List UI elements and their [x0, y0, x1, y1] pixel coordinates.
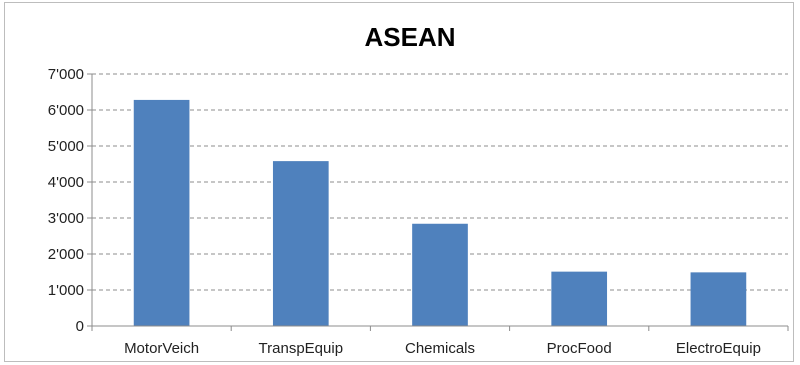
bar [690, 272, 747, 326]
y-tick-label: 6'000 [48, 102, 84, 119]
bars [133, 99, 747, 326]
y-tick-label: 2'000 [48, 246, 84, 263]
x-tick-label: ElectroEquip [676, 340, 761, 357]
y-tick-label: 0 [76, 318, 84, 335]
bar [551, 271, 608, 326]
chart-title: ASEAN [364, 22, 455, 52]
bar [412, 223, 468, 326]
y-tick-label: 7'000 [48, 66, 84, 83]
x-tick-label: Chemicals [405, 340, 475, 357]
x-axis: MotorVeich TranspEquip Chemicals ProcFood El… [91, 325, 789, 357]
x-tick-label: ProcFood [547, 340, 612, 357]
y-tick-label: 1'000 [48, 282, 84, 299]
x-tick-label: TranspEquip [259, 340, 344, 357]
y-axis: 0 1'000 2'000 3'000 4'000 5'000 6'000 7'000 [48, 66, 93, 335]
y-tick-label: 5'000 [48, 138, 84, 155]
bar [272, 161, 329, 326]
gridlines [92, 73, 788, 291]
bar [133, 99, 190, 326]
y-tick-label: 3'000 [48, 210, 84, 227]
y-tick-label: 4'000 [48, 174, 84, 191]
x-tick-label: MotorVeich [124, 340, 199, 357]
